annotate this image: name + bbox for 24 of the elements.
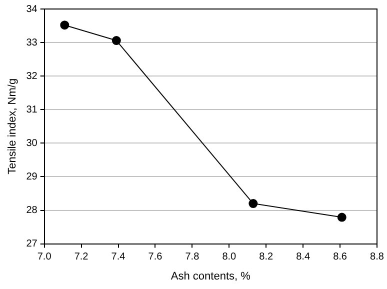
y-axis-title: Tensile index, Nm/g [6,78,19,174]
x-tick-label: 7.4 [111,252,126,263]
x-tick-label: 8.2 [259,252,274,263]
y-tick-label: 28 [26,205,38,216]
y-tick-label: 29 [26,171,38,182]
y-tick-label: 31 [26,104,38,116]
x-axis-title: Ash contents, % [170,270,251,282]
y-tick-label: 30 [26,138,38,149]
y-tick-label: 27 [26,238,38,250]
point [60,20,70,30]
point [112,36,121,46]
x-tick-label: 8.8 [370,252,384,263]
y-tick-label: 33 [26,37,38,48]
x-tick-label: 7.0 [37,252,52,263]
point [337,212,346,222]
x-tick-label: 7.2 [74,252,89,263]
x-tick-label: 8.4 [296,252,310,263]
y-tick-label: 34 [26,4,38,15]
y-tick-label: 32 [26,70,38,82]
x-tick-label: 8.0 [222,252,237,263]
point [248,199,258,208]
x-tick-label: 8.6 [333,252,348,263]
x-tick-label: 7.6 [148,252,163,263]
x-tick-label: 7.8 [185,252,200,263]
